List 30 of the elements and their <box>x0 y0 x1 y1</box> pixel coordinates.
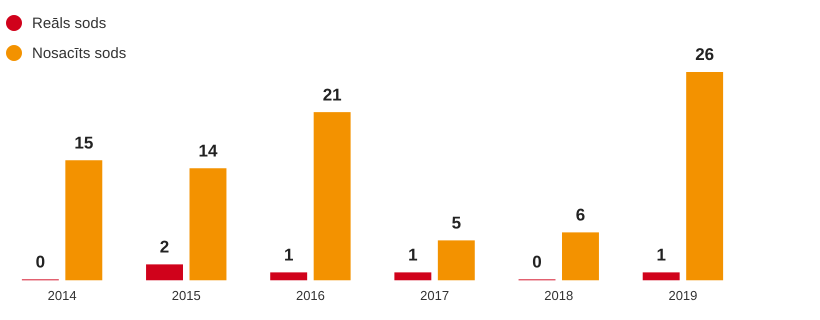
x-tick-label: 2014 <box>48 288 77 303</box>
data-label: 1 <box>656 246 666 265</box>
bar <box>642 272 680 280</box>
data-label: 26 <box>695 45 714 64</box>
legend-label: Reāls sods <box>32 14 106 32</box>
data-label: 1 <box>408 246 418 265</box>
x-tick-label: 2015 <box>172 288 201 303</box>
bar <box>65 160 102 280</box>
bar <box>314 112 351 280</box>
bar <box>562 232 599 280</box>
x-tick-label: 2016 <box>296 288 325 303</box>
data-label: 0 <box>532 252 542 272</box>
x-tick-label: 2019 <box>668 288 698 303</box>
x-tick-label: 2017 <box>420 288 450 303</box>
bar <box>270 272 308 280</box>
data-label: 14 <box>198 141 218 160</box>
data-label: 15 <box>74 133 94 152</box>
data-label: 0 <box>36 252 46 272</box>
data-label: 2 <box>160 238 170 257</box>
bar <box>146 264 183 280</box>
data-label: 5 <box>452 214 462 233</box>
bar <box>190 168 226 280</box>
bar <box>686 72 724 280</box>
data-label: 21 <box>322 85 342 104</box>
data-label: 6 <box>576 206 586 225</box>
bar <box>394 272 432 280</box>
data-label: 1 <box>284 246 294 265</box>
legend-label: Nosacīts sods <box>32 44 126 62</box>
x-tick-label: 2018 <box>544 288 574 303</box>
bar <box>438 240 475 280</box>
